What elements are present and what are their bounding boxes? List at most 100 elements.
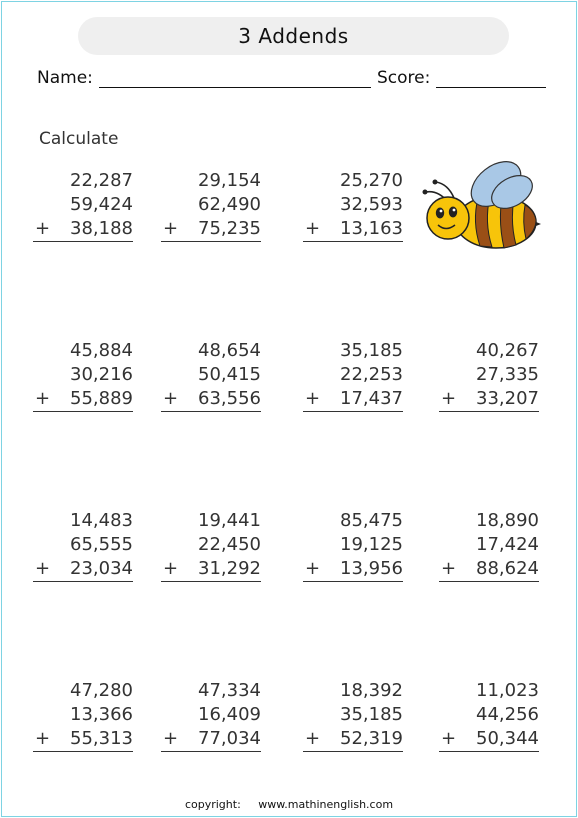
problem-2: 29,154 62,490 +75,235 <box>161 169 261 242</box>
addend-3: 23,034 <box>70 558 133 579</box>
answer-line[interactable] <box>439 751 539 752</box>
answer-line[interactable] <box>33 581 133 582</box>
addend-3-row: +17,437 <box>303 387 403 412</box>
problem-14: 18,392 35,185 +52,319 <box>303 679 403 752</box>
answer-line[interactable] <box>439 411 539 412</box>
addend-1: 22,287 <box>70 170 133 191</box>
problem-13: 47,334 16,409 +77,034 <box>161 679 261 752</box>
bee-illustration <box>422 161 541 249</box>
addend-3-row: +75,235 <box>161 217 261 242</box>
plus-sign: + <box>305 558 321 579</box>
addend-2: 22,450 <box>198 534 261 555</box>
title-text: 3 Addends <box>238 24 349 48</box>
addend-3-row: +63,556 <box>161 387 261 412</box>
addend-3-row: +55,313 <box>33 727 133 752</box>
addend-2: 19,125 <box>340 534 403 555</box>
addend-3: 38,188 <box>70 218 133 239</box>
answer-line[interactable] <box>161 411 261 412</box>
addend-3-row: +13,956 <box>303 557 403 582</box>
addend-2: 22,253 <box>340 364 403 385</box>
plus-sign: + <box>35 388 51 409</box>
addend-1: 40,267 <box>476 340 539 361</box>
addend-2: 32,593 <box>340 194 403 215</box>
problem-5: 48,654 50,415 +63,556 <box>161 339 261 412</box>
problem-11: 18,890 17,424 +88,624 <box>439 509 539 582</box>
plus-sign: + <box>441 728 457 749</box>
plus-sign: + <box>163 218 179 239</box>
addend-3-row: +52,319 <box>303 727 403 752</box>
problem-12: 47,280 13,366 +55,313 <box>33 679 133 752</box>
plus-sign: + <box>305 388 321 409</box>
addend-3-row: +77,034 <box>161 727 261 752</box>
answer-line[interactable] <box>161 581 261 582</box>
problem-4: 45,884 30,216 +55,889 <box>33 339 133 412</box>
answer-line[interactable] <box>303 751 403 752</box>
addend-3: 13,163 <box>340 218 403 239</box>
plus-sign: + <box>441 558 457 579</box>
addend-1: 47,334 <box>198 680 261 701</box>
addend-3-row: +38,188 <box>33 217 133 242</box>
answer-line[interactable] <box>161 751 261 752</box>
addend-2: 17,424 <box>476 534 539 555</box>
problem-10: 85,475 19,125 +13,956 <box>303 509 403 582</box>
footer: copyright: www.mathinenglish.com <box>0 798 578 811</box>
addend-2: 13,366 <box>70 704 133 725</box>
instructions: Calculate <box>39 129 119 149</box>
addend-1: 85,475 <box>340 510 403 531</box>
addend-3-row: +50,344 <box>439 727 539 752</box>
answer-line[interactable] <box>161 241 261 242</box>
plus-sign: + <box>163 728 179 749</box>
addend-3: 63,556 <box>198 388 261 409</box>
addend-2: 50,415 <box>198 364 261 385</box>
name-field: Name: <box>37 62 371 88</box>
addend-1: 47,280 <box>70 680 133 701</box>
addend-1: 35,185 <box>340 340 403 361</box>
plus-sign: + <box>35 728 51 749</box>
addend-1: 25,270 <box>340 170 403 191</box>
addend-1: 18,890 <box>476 510 539 531</box>
addend-3-row: +88,624 <box>439 557 539 582</box>
plus-sign: + <box>35 218 51 239</box>
plus-sign: + <box>163 558 179 579</box>
answer-line[interactable] <box>33 241 133 242</box>
answer-line[interactable] <box>303 411 403 412</box>
addend-2: 65,555 <box>70 534 133 555</box>
answer-line[interactable] <box>33 411 133 412</box>
addend-3-row: +13,163 <box>303 217 403 242</box>
problem-9: 19,441 22,450 +31,292 <box>161 509 261 582</box>
plus-sign: + <box>163 388 179 409</box>
addend-1: 18,392 <box>340 680 403 701</box>
name-line[interactable] <box>98 69 371 88</box>
problem-1: 22,287 59,424 +38,188 <box>33 169 133 242</box>
addend-3: 33,207 <box>476 388 539 409</box>
plus-sign: + <box>305 218 321 239</box>
worksheet-title: 3 Addends <box>78 17 509 55</box>
addend-1: 11,023 <box>476 680 539 701</box>
answer-line[interactable] <box>303 241 403 242</box>
problem-8: 14,483 65,555 +23,034 <box>33 509 133 582</box>
copyright-label: copyright: <box>184 798 241 811</box>
score-line[interactable] <box>436 69 547 88</box>
addend-3: 75,235 <box>198 218 261 239</box>
addend-3: 55,889 <box>70 388 133 409</box>
addend-3-row: +33,207 <box>439 387 539 412</box>
answer-line[interactable] <box>303 581 403 582</box>
addend-2: 44,256 <box>476 704 539 725</box>
addend-2: 35,185 <box>340 704 403 725</box>
plus-sign: + <box>35 558 51 579</box>
addend-2: 30,216 <box>70 364 133 385</box>
answer-line[interactable] <box>33 751 133 752</box>
addend-3: 31,292 <box>198 558 261 579</box>
addend-3: 77,034 <box>198 728 261 749</box>
addend-3-row: +55,889 <box>33 387 133 412</box>
score-field: Score: <box>377 62 547 88</box>
addend-1: 45,884 <box>70 340 133 361</box>
addend-3: 88,624 <box>476 558 539 579</box>
addend-3: 17,437 <box>340 388 403 409</box>
website-link[interactable]: www.mathinenglish.com <box>258 798 394 811</box>
addend-2: 16,409 <box>198 704 261 725</box>
problem-15: 11,023 44,256 +50,344 <box>439 679 539 752</box>
answer-line[interactable] <box>439 581 539 582</box>
addend-2: 59,424 <box>70 194 133 215</box>
